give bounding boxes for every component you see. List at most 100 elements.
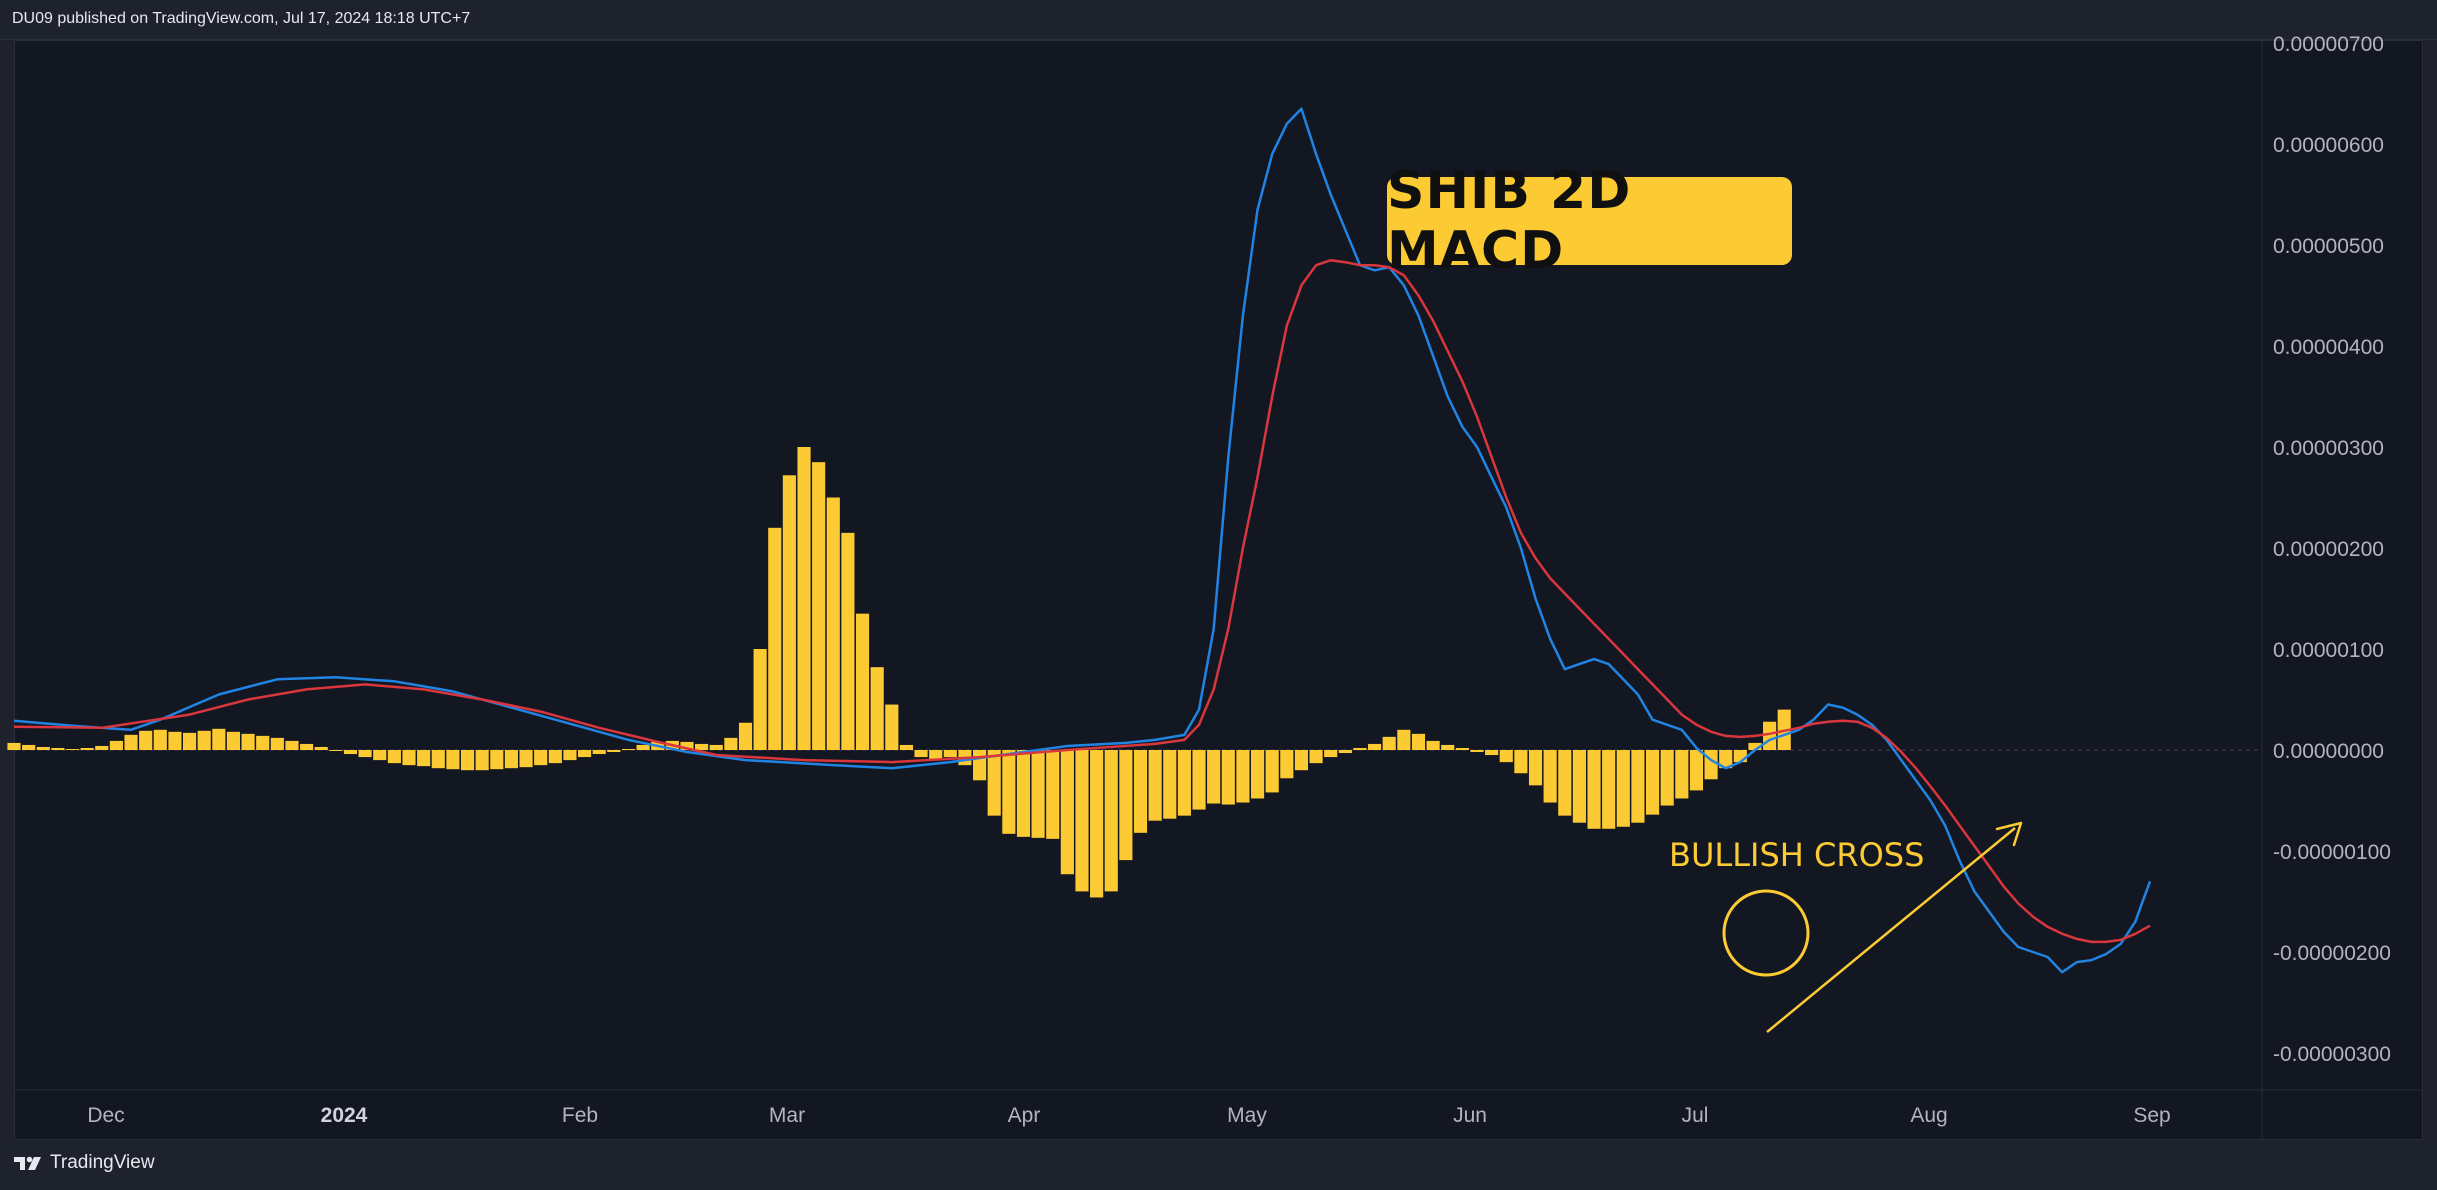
histogram-bar	[943, 750, 957, 758]
histogram-bar	[1353, 747, 1367, 750]
header-bar: DU09 published on TradingView.com, Jul 1…	[0, 0, 2437, 40]
highlight-circle-icon	[1722, 889, 1810, 977]
histogram-bar	[1499, 750, 1513, 763]
x-tick-label: Mar	[769, 1104, 805, 1127]
histogram-bar	[1090, 750, 1104, 898]
histogram-bar	[1602, 750, 1616, 829]
histogram-bar	[1616, 750, 1630, 827]
histogram-bar	[1309, 750, 1323, 764]
histogram-bar	[1733, 750, 1747, 763]
histogram-bar	[519, 750, 533, 768]
histogram-bar	[1002, 750, 1016, 834]
chart-title-badge: SHIB 2D MACD	[1387, 161, 1792, 281]
y-tick-label: -0.00000100	[2273, 841, 2391, 864]
histogram-bar	[1324, 750, 1338, 758]
histogram-bar	[1368, 743, 1382, 750]
tradingview-brand-label: TradingView	[50, 1152, 155, 1173]
publish-info: DU09 published on TradingView.com, Jul 1…	[12, 10, 471, 27]
x-tick-label: 2024	[321, 1104, 368, 1127]
histogram-bar	[460, 750, 475, 771]
histogram-bar	[124, 734, 138, 750]
histogram-bar	[1470, 750, 1484, 753]
histogram-bar	[1572, 750, 1586, 823]
histogram-bar	[1660, 750, 1674, 806]
histogram-bar	[1543, 750, 1557, 803]
histogram-bar	[36, 746, 50, 750]
histogram-bar	[841, 532, 855, 750]
histogram-bar	[812, 462, 826, 750]
histogram-bar	[1119, 750, 1133, 861]
histogram-bar	[1221, 750, 1235, 805]
histogram-bar	[782, 475, 796, 750]
y-tick-label: -0.00000300	[2273, 1043, 2391, 1066]
histogram-bar	[621, 748, 636, 750]
histogram-bar	[768, 527, 782, 750]
histogram-bar	[1704, 750, 1718, 780]
histogram-bar	[709, 744, 723, 750]
histogram-bar	[1192, 750, 1206, 810]
histogram-bar	[563, 750, 577, 761]
histogram-bar	[358, 750, 372, 758]
histogram-bar	[387, 750, 401, 764]
bullish-cross-annotation: BULLISH CROSS	[1669, 836, 1925, 874]
histogram-bar	[870, 667, 884, 750]
y-tick-label: -0.00000200	[2273, 942, 2391, 965]
y-tick-label: 0.00000500	[2273, 235, 2384, 258]
y-tick-label: 0.00000600	[2273, 134, 2384, 157]
tradingview-brand[interactable]: TradingView	[14, 1152, 155, 1174]
histogram-bar	[1514, 750, 1528, 774]
histogram-bar	[1587, 750, 1601, 829]
histogram-bar	[212, 728, 226, 750]
histogram-bar	[139, 730, 153, 750]
x-tick-label: Jun	[1453, 1104, 1487, 1127]
signal-line	[13, 258, 2151, 944]
histogram-bar	[1485, 750, 1499, 756]
trend-arrow-head-icon	[1995, 821, 2023, 847]
histogram-bar	[1455, 747, 1469, 750]
histogram-bar	[446, 750, 460, 770]
histogram-bar	[1338, 750, 1352, 754]
trend-arrow-icon	[1766, 827, 2016, 1033]
histogram-bar	[300, 743, 314, 750]
histogram-bar	[1675, 750, 1689, 799]
histogram-bar	[1689, 750, 1704, 791]
histogram-bar	[285, 740, 299, 750]
histogram-bar	[22, 744, 36, 750]
histogram-bar	[314, 746, 328, 750]
y-tick-label: 0.00000000	[2273, 740, 2384, 763]
histogram-bar	[1046, 750, 1060, 839]
tradingview-logo-icon	[14, 1156, 41, 1170]
x-tick-label: May	[1227, 1104, 1267, 1127]
histogram-bar	[738, 722, 753, 750]
histogram-bar	[504, 750, 518, 769]
histogram-bar	[1280, 750, 1294, 779]
x-tick-label: Apr	[1008, 1104, 1041, 1127]
macd-line	[13, 107, 2152, 974]
x-tick-label: Dec	[87, 1104, 124, 1127]
chart-frame[interactable]	[14, 40, 2423, 1140]
histogram-bar	[1645, 750, 1660, 815]
histogram-bar	[1250, 750, 1265, 799]
histogram-bar	[95, 745, 109, 750]
histogram-bar	[855, 613, 870, 750]
chart-title: SHIB 2D MACD	[1387, 161, 1632, 281]
histogram-bar	[1397, 729, 1411, 750]
histogram-bar	[724, 737, 738, 750]
histogram-bar	[534, 750, 548, 766]
histogram-bar	[490, 750, 504, 770]
histogram-bar	[1060, 750, 1074, 875]
histogram-bar	[80, 747, 94, 750]
histogram-bar	[973, 750, 987, 781]
histogram-bar	[1528, 750, 1543, 786]
y-tick-label: 0.00000400	[2273, 336, 2384, 359]
histogram-bar	[1163, 750, 1177, 819]
histogram-bar	[1177, 750, 1191, 816]
x-tick-label: Sep	[2133, 1104, 2170, 1127]
histogram-bar	[548, 750, 562, 764]
histogram-bar	[270, 737, 284, 750]
histogram-bar	[197, 730, 211, 750]
histogram-bar	[256, 735, 270, 750]
histogram-bar	[329, 750, 343, 752]
histogram-bar	[417, 750, 431, 767]
